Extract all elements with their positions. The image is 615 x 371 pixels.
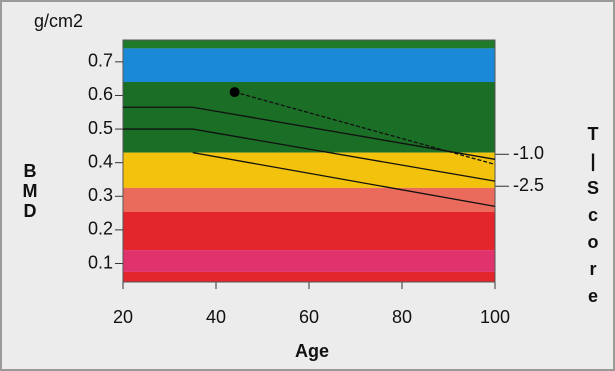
- band: [123, 48, 495, 83]
- x-axis-label: Age: [295, 341, 329, 361]
- y2-axis-label: e: [588, 286, 598, 306]
- y2-tick-label: -2.5: [513, 175, 544, 195]
- y-unit: g/cm2: [34, 11, 83, 31]
- reference-line: [234, 91, 496, 165]
- band: [123, 250, 495, 272]
- y-axis-label: B: [24, 161, 37, 181]
- y-tick-label: 0.4: [88, 151, 113, 171]
- band: [123, 40, 495, 49]
- band: [123, 152, 495, 188]
- y-tick-label: 0.5: [88, 118, 113, 138]
- reference-line: [123, 106, 496, 160]
- plot-border: [122, 39, 496, 283]
- band: [123, 82, 495, 153]
- y-tick-label: 0.6: [88, 84, 113, 104]
- y-tick-label: 0.3: [88, 185, 113, 205]
- y2-axis-label: S: [587, 178, 599, 198]
- y2-axis-label: |: [590, 151, 595, 171]
- patient-point: [229, 87, 240, 98]
- reference-line: [192, 151, 496, 208]
- reference-line: [123, 128, 496, 182]
- y-axis-label: D: [24, 201, 37, 221]
- x-tick-label: 80: [392, 307, 412, 327]
- y2-axis-label: T: [588, 124, 599, 144]
- y2-tick-label: -1.0: [513, 143, 544, 163]
- y-tick-label: 0.7: [88, 51, 113, 71]
- x-tick-label: 60: [299, 307, 319, 327]
- x-tick-label: 40: [206, 307, 226, 327]
- y2-axis-label: r: [589, 259, 596, 279]
- x-tick-label: 20: [113, 307, 133, 327]
- y-tick-label: 0.1: [88, 252, 113, 272]
- band: [123, 187, 495, 212]
- y-tick-label: 0.2: [88, 219, 113, 239]
- y2-axis-label: c: [588, 205, 598, 225]
- x-tick-label: 100: [480, 307, 510, 327]
- y-axis-label: M: [23, 181, 38, 201]
- y2-axis-label: o: [588, 232, 599, 252]
- band: [123, 211, 495, 251]
- band: [123, 271, 495, 282]
